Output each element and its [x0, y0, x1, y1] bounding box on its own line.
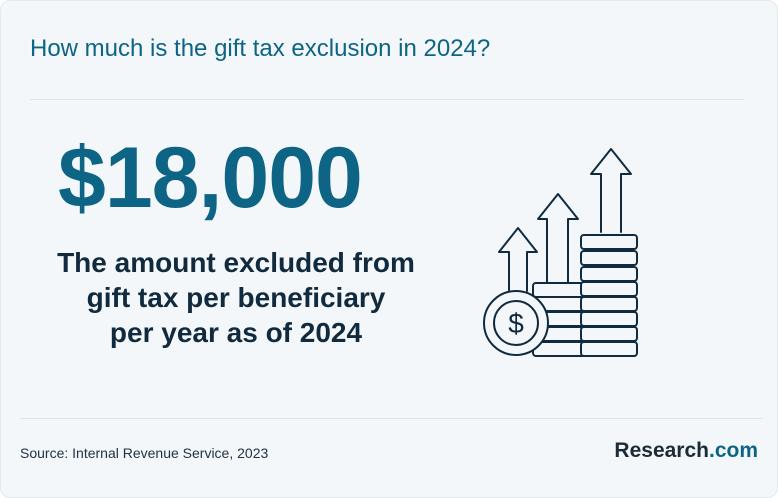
dollar-coin-icon	[483, 290, 549, 356]
arrow-up-icon	[590, 148, 632, 233]
page-title: How much is the gift tax exclusion in 20…	[30, 35, 491, 62]
rising-coin-stacks-with-arrows-icon: $	[483, 148, 638, 357]
logo-main: Research	[614, 439, 709, 462]
source-note: Source: Internal Revenue Service, 2023	[20, 445, 269, 461]
stat-description-line-3: per year as of 2024	[109, 317, 363, 348]
arrow-up-icon	[537, 193, 579, 284]
logo-suffix: .com	[708, 439, 758, 462]
dollar-sign: $	[508, 308, 524, 339]
coin-stack-right	[580, 234, 638, 357]
stat-description-line-1: The amount excluded from	[57, 247, 415, 278]
stat-description-line-2: gift tax per beneficiary	[86, 282, 386, 313]
research-com-logo[interactable]: Research.com	[614, 439, 758, 463]
divider-bottom	[20, 418, 763, 419]
stat-description: The amount excluded from gift tax per be…	[49, 245, 423, 350]
arrow-up-icon	[498, 227, 538, 292]
divider-top	[30, 99, 744, 100]
stat-value: $18,000	[58, 130, 363, 226]
